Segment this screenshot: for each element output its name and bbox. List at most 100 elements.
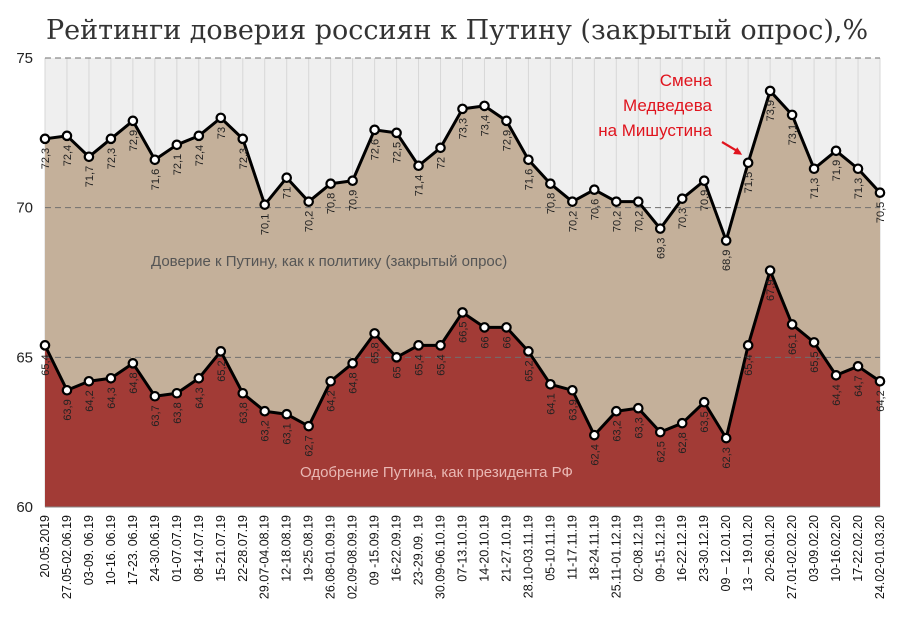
point-trust [413,160,424,172]
annotation-text: Медведева [623,96,712,115]
data-label-trust: 72,3 [106,148,118,169]
point-trust [391,127,402,139]
point-trust [193,130,205,142]
data-label-trust: 72,4 [194,145,206,166]
data-label-approval: 66 [501,336,513,348]
x-tick-label: 30.09-06.10.19 [434,515,448,599]
data-label-approval: 64,2 [326,390,338,411]
point-approval [61,384,73,396]
series-marks [39,85,886,444]
data-label-trust: 70,3 [677,208,689,229]
point-approval [764,265,776,276]
point-trust [39,133,51,145]
point-trust [742,157,754,169]
x-tick-label: 09 – 12.01.20 [719,515,733,592]
point-trust [83,151,95,163]
point-approval [325,375,336,387]
x-tick-label: 15-21.07.19 [214,515,228,582]
point-trust [127,115,139,127]
point-approval [479,322,490,333]
data-label-trust: 70,9 [699,190,711,211]
point-trust [698,175,710,187]
data-label-approval: 64,8 [348,372,360,393]
data-label-approval: 64,3 [194,387,206,408]
x-tick-label: 10-16. 06.19 [104,515,118,585]
data-label-approval: 65,5 [809,351,821,372]
x-tick-label: 18-24.11.19 [587,515,601,581]
data-label-trust: 70,5 [875,202,887,223]
annotation-text: на Мишустина [598,121,712,140]
x-tick-label: 17-23. 06.19 [126,515,140,585]
point-trust [808,163,820,175]
x-tick-label: 22-28.07.19 [236,515,250,582]
x-tick-label: 02.09-08.09.19 [346,515,360,599]
point-trust [303,196,314,207]
point-approval [303,420,314,432]
point-trust [457,103,468,115]
point-trust [786,109,798,121]
data-label-trust: 71,3 [853,178,865,199]
data-label-approval: 64,4 [831,384,843,405]
point-trust [237,133,249,145]
series-label-trust: Доверие к Путину, как к политику (закрыт… [151,253,507,270]
data-label-approval: 63,2 [260,420,272,441]
x-tick-label: 19-25.08.19 [302,515,316,582]
area-approval [45,270,880,507]
point-trust [764,85,776,97]
x-tick-label: 01-07.07.19 [170,515,184,582]
x-tick-label: 09 -15.09.19 [368,515,382,585]
data-label-trust: 70,2 [611,211,623,232]
data-label-approval: 66,1 [787,333,799,354]
data-label-approval: 65,2 [216,360,228,381]
point-approval [39,340,51,351]
data-label-approval: 66,5 [458,321,470,342]
point-trust [259,199,271,210]
point-trust [215,112,227,124]
data-label-trust: 70,2 [633,211,645,232]
x-tick-label: 14-20.10.19 [477,515,491,582]
point-trust [61,130,73,142]
point-approval [281,408,293,420]
point-approval [698,396,710,408]
point-trust [105,133,117,145]
chart-title: Рейтинги доверия россиян к Путину (закры… [46,15,868,46]
data-label-approval: 63,8 [172,402,184,423]
x-tick-label: 10-16.02.20 [829,515,843,582]
data-label-trust: 71,5 [743,172,755,193]
data-label-trust: 72 [436,157,448,169]
x-tick-label: 09-15.12.19 [653,515,667,582]
data-label-approval: 66 [479,336,491,348]
point-trust [567,196,578,207]
x-tick-label: 08-14.07.19 [192,515,206,582]
data-label-trust: 72,6 [370,139,382,160]
annotation: Смена Медведева на Мишустина [598,71,743,155]
data-label-approval: 63,5 [699,411,711,432]
data-label-approval: 64,7 [853,375,865,396]
point-approval [369,328,380,339]
data-label-trust: 73 [216,127,228,139]
data-label-approval: 67,9 [765,280,777,301]
x-tick-label: 17-22.02.20 [851,515,865,582]
data-label-trust: 71,6 [150,169,162,190]
x-tick-label: 11-17.11.19 [565,515,579,580]
x-tick-label: 20-26.01.20 [763,515,777,582]
point-approval [105,372,117,384]
x-tick-label: 26.08-01.09.19 [324,515,338,599]
point-approval [457,307,468,318]
data-label-approval: 65,4 [743,354,755,375]
point-trust [830,145,842,157]
data-label-trust: 72,1 [172,154,184,175]
data-label-trust: 70,1 [260,214,272,235]
data-label-trust: 73,4 [479,115,491,136]
data-label-approval: 63,1 [282,423,294,444]
point-approval [149,390,161,402]
data-label-trust: 73,1 [787,124,799,145]
point-trust [523,154,534,166]
x-tick-label: 03-09. 06.19 [82,515,96,585]
point-approval [830,369,842,381]
data-label-trust: 71,4 [414,175,426,196]
data-label-approval: 63,7 [150,405,162,426]
point-approval [742,340,754,351]
x-tick-label: 21-27.10.19 [499,515,513,582]
point-approval [567,384,578,396]
